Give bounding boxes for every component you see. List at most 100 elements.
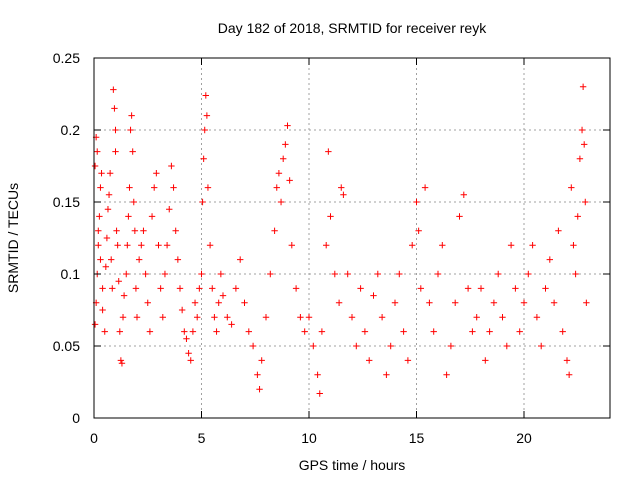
data-point-0-153: [464, 285, 472, 292]
data-point-0-40: [129, 148, 136, 155]
data-point-0-183: [578, 126, 586, 134]
data-point-0-72: [194, 314, 201, 321]
data-point-0-3: [95, 242, 102, 249]
data-point-0-155: [473, 314, 480, 321]
data-point-0-136: [396, 270, 403, 278]
data-point-0-140: [413, 198, 420, 206]
data-point-0-92: [241, 299, 248, 306]
data-point-0-37: [126, 184, 133, 191]
x-tick-label-0: 0: [90, 430, 98, 446]
data-point-0-94: [249, 342, 257, 350]
plot-background: [94, 58, 610, 418]
data-point-0-43: [132, 285, 140, 292]
data-point-0-97: [258, 357, 265, 364]
data-point-0-59: [166, 206, 173, 213]
data-point-0-161: [499, 314, 506, 321]
data-point-0-83: [211, 314, 218, 321]
data-point-0-73: [196, 285, 203, 292]
data-point-0-169: [533, 314, 541, 321]
data-point-0-158: [486, 328, 493, 335]
data-point-0-151: [456, 213, 463, 220]
data-point-0-30: [117, 357, 125, 364]
data-point-0-100: [271, 227, 278, 234]
data-point-0-132: [378, 314, 386, 321]
data-point-0-106: [284, 122, 291, 129]
data-point-0-51: [148, 213, 156, 220]
data-point-0-75: [199, 198, 206, 206]
data-point-0-127: [357, 285, 364, 292]
y-tick-label-3: 0.15: [53, 194, 80, 210]
data-point-0-25: [112, 148, 119, 155]
data-point-0-33: [120, 292, 128, 299]
data-point-0-12: [97, 256, 104, 263]
data-point-0-118: [325, 148, 332, 155]
data-point-0-122: [338, 184, 345, 191]
data-point-0-182: [576, 155, 584, 162]
data-point-0-13: [99, 306, 106, 314]
data-point-0-68: [185, 350, 192, 357]
data-point-0-79: [203, 112, 211, 119]
data-point-0-129: [366, 357, 373, 364]
data-point-0-24: [112, 126, 119, 134]
data-point-0-170: [538, 342, 545, 350]
data-point-0-149: [447, 342, 455, 350]
data-point-0-45: [135, 256, 143, 263]
data-point-0-121: [335, 299, 343, 306]
data-point-0-57: [161, 270, 169, 278]
data-point-0-91: [237, 256, 244, 263]
data-point-0-173: [550, 299, 558, 306]
data-point-0-164: [512, 285, 519, 292]
data-point-0-134: [387, 342, 394, 350]
data-point-0-81: [206, 242, 214, 249]
data-point-0-124: [344, 270, 351, 278]
x-axis-label: GPS time / hours: [299, 457, 406, 473]
data-point-0-174: [555, 227, 562, 234]
data-point-0-56: [159, 314, 166, 321]
data-point-0-120: [331, 270, 338, 278]
y-tick-label-5: 0.25: [53, 50, 80, 66]
data-point-0-168: [529, 242, 536, 249]
data-point-0-41: [130, 198, 137, 206]
data-point-0-69: [187, 357, 194, 364]
data-point-0-20: [108, 256, 115, 263]
data-point-0-123: [340, 191, 347, 198]
data-point-0-78: [202, 92, 209, 99]
data-point-0-88: [224, 314, 231, 321]
data-point-0-28: [115, 278, 122, 285]
data-point-0-116: [318, 328, 326, 335]
data-point-0-142: [417, 285, 424, 292]
data-point-0-152: [460, 191, 467, 198]
data-point-0-87: [219, 292, 227, 299]
data-point-0-71: [191, 299, 199, 306]
data-point-0-107: [286, 177, 293, 184]
data-point-0-141: [415, 227, 422, 234]
data-point-0-60: [168, 162, 175, 170]
data-point-0-114: [314, 371, 321, 378]
data-point-0-31: [118, 360, 126, 367]
data-point-0-165: [516, 328, 523, 335]
data-point-0-187: [583, 299, 590, 306]
data-point-0-119: [327, 213, 334, 220]
data-point-0-126: [353, 342, 360, 350]
axis-ticks: 0 5 10 15 20 0 0.05 0.1 0.15 0.2 0.25: [53, 50, 610, 446]
data-point-0-160: [495, 270, 502, 278]
data-point-0-18: [105, 191, 113, 198]
data-point-0-162: [503, 342, 510, 350]
data-point-0-147: [439, 242, 446, 249]
data-point-0-110: [297, 314, 304, 321]
data-point-0-176: [563, 357, 571, 364]
x-tick-label-3: 15: [409, 430, 425, 446]
data-point-0-4: [96, 213, 103, 220]
data-point-0-67: [183, 335, 190, 342]
data-point-0-99: [267, 270, 274, 278]
data-point-0-32: [119, 314, 127, 321]
data-point-0-35: [124, 242, 131, 249]
data-point-0-46: [138, 242, 145, 249]
data-point-0-125: [348, 314, 356, 321]
data-point-0-21: [109, 285, 116, 292]
data-point-0-154: [469, 328, 476, 335]
data-point-0-143: [421, 184, 429, 191]
data-point-0-131: [374, 270, 381, 278]
data-point-0-138: [404, 357, 412, 364]
